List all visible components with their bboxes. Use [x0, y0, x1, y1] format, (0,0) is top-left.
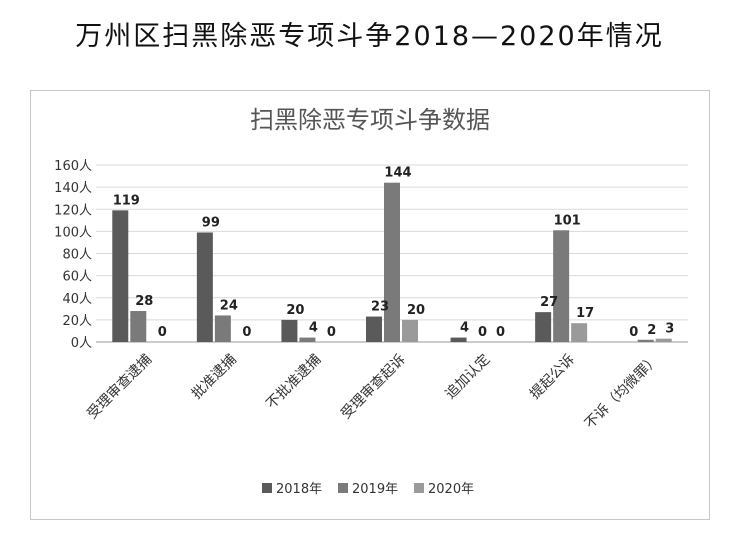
data-label: 4	[309, 321, 318, 336]
data-label: 0	[158, 325, 167, 340]
x-tick-label: 追加认定	[442, 352, 493, 403]
y-tick-label: 0人	[71, 336, 92, 351]
chart-panel	[30, 90, 710, 520]
data-label: 101	[554, 213, 581, 228]
data-label: 144	[384, 166, 411, 181]
legend-swatch	[338, 483, 348, 493]
y-tick-label: 40人	[62, 292, 92, 307]
bar	[535, 312, 552, 342]
bar	[384, 182, 400, 342]
x-tick-label: 批准逮捕	[189, 352, 240, 403]
y-tick-label: 80人	[62, 248, 92, 263]
data-label: 0	[242, 325, 251, 340]
x-tick-label: 受理审查起诉	[338, 352, 409, 423]
data-label: 24	[220, 298, 238, 313]
bar	[196, 232, 213, 342]
data-label: 28	[135, 294, 153, 309]
x-tick-label: 不诉（均微罪）	[582, 352, 663, 433]
legend-swatch	[262, 483, 272, 493]
data-label: 4	[460, 321, 469, 336]
legend-label: 2020年	[428, 482, 474, 497]
y-tick-label: 60人	[62, 270, 92, 285]
bar	[130, 311, 147, 342]
data-label: 0	[496, 325, 505, 340]
x-tick-label: 提起公诉	[527, 352, 578, 403]
bar	[450, 337, 467, 342]
bar	[112, 210, 129, 342]
data-label: 0	[629, 325, 638, 340]
chart-title: 扫黑除恶专项斗争数据	[250, 106, 490, 134]
data-label: 20	[407, 303, 425, 318]
bar	[402, 319, 418, 342]
data-label: 27	[540, 295, 558, 310]
bar	[553, 230, 570, 342]
bar	[655, 338, 672, 342]
data-label: 0	[327, 325, 336, 340]
legend-label: 2018年	[276, 482, 322, 497]
data-label: 119	[113, 193, 140, 208]
data-label: 2	[647, 323, 656, 338]
bar	[366, 316, 382, 342]
legend-label: 2019年	[352, 482, 398, 497]
data-label: 0	[478, 325, 487, 340]
x-axis: 受理审查逮捕 批准逮捕 不批准逮捕 受理审查起诉 追加认定 提起公诉 不诉（均微罪）	[84, 352, 662, 433]
y-tick-label: 140人	[54, 181, 92, 196]
y-tick-label: 20人	[62, 314, 92, 329]
bar	[281, 319, 298, 342]
legend: 2018年 2019年 2020年	[262, 482, 474, 497]
x-tick-label: 受理审查逮捕	[84, 352, 155, 423]
data-label: 17	[576, 306, 594, 321]
y-tick-label: 120人	[54, 203, 92, 218]
bar	[299, 337, 316, 342]
data-label: 20	[286, 303, 304, 318]
y-tick-label: 160人	[54, 159, 92, 174]
y-axis: 0人 20人 40人 60人 80人 100人 120人 140人 160人	[54, 159, 92, 351]
bars	[112, 182, 672, 342]
page-title: 万州区扫黑除恶专项斗争2018—2020年情况	[75, 21, 664, 52]
data-label: 99	[202, 215, 220, 230]
y-tick-label: 100人	[54, 225, 92, 240]
data-label: 3	[665, 322, 674, 337]
bar	[637, 339, 654, 342]
data-label: 23	[371, 300, 389, 315]
bar	[571, 323, 588, 342]
bar	[214, 315, 231, 342]
x-tick-label: 不批准逮捕	[263, 352, 324, 413]
legend-swatch	[414, 483, 424, 493]
